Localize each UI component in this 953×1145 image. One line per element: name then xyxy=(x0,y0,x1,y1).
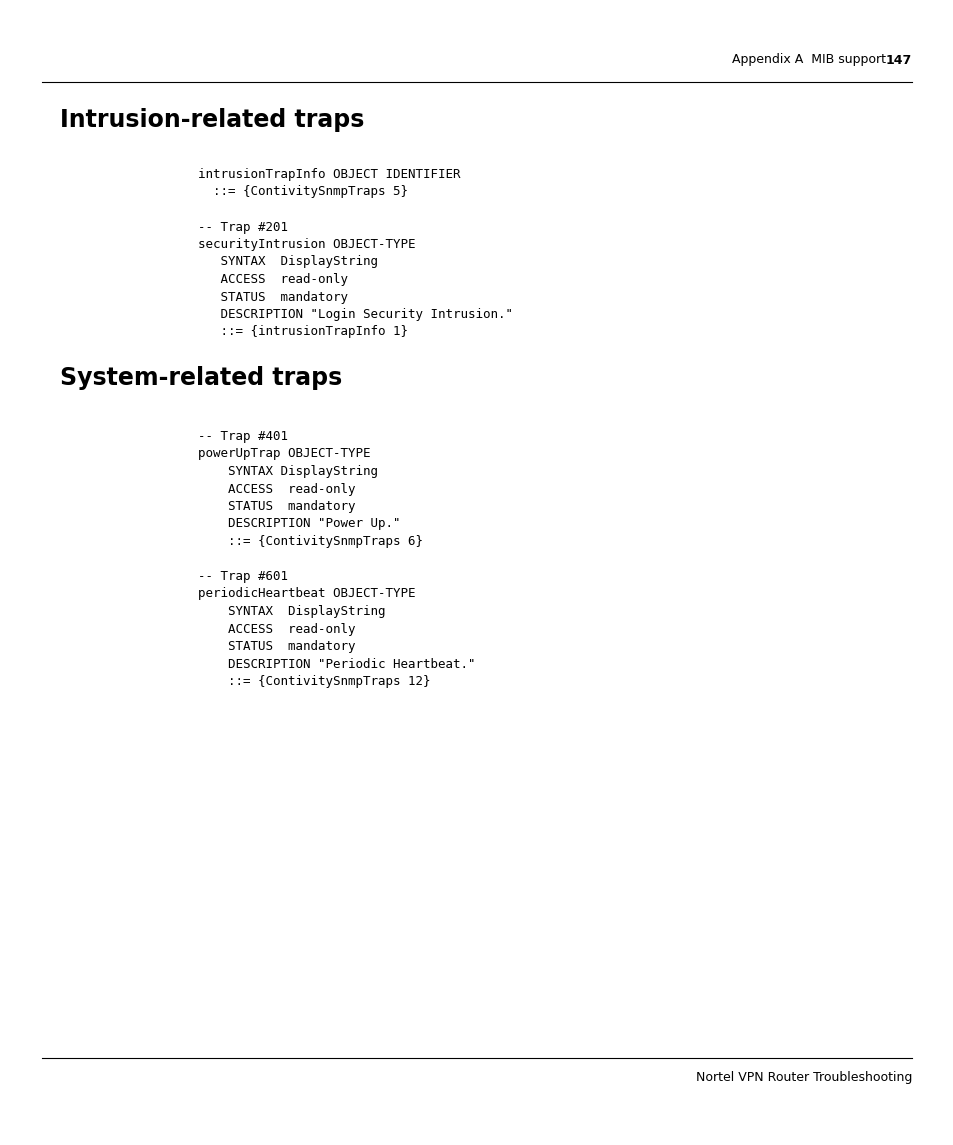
Text: SYNTAX DisplayString: SYNTAX DisplayString xyxy=(198,465,377,477)
Text: DESCRIPTION "Periodic Heartbeat.": DESCRIPTION "Periodic Heartbeat." xyxy=(198,657,475,671)
Text: ::= {intrusionTrapInfo 1}: ::= {intrusionTrapInfo 1} xyxy=(198,325,408,339)
Text: STATUS  mandatory: STATUS mandatory xyxy=(198,640,355,653)
Text: securityIntrusion OBJECT-TYPE: securityIntrusion OBJECT-TYPE xyxy=(198,238,416,251)
Text: Nortel VPN Router Troubleshooting: Nortel VPN Router Troubleshooting xyxy=(695,1072,911,1084)
Text: ::= {ContivitySnmpTraps 12}: ::= {ContivitySnmpTraps 12} xyxy=(198,676,430,688)
Text: STATUS  mandatory: STATUS mandatory xyxy=(198,500,355,513)
Text: DESCRIPTION "Login Security Intrusion.": DESCRIPTION "Login Security Intrusion." xyxy=(198,308,513,321)
Text: SYNTAX  DisplayString: SYNTAX DisplayString xyxy=(198,605,385,618)
Text: ACCESS  read-only: ACCESS read-only xyxy=(198,623,355,635)
Text: DESCRIPTION "Power Up.": DESCRIPTION "Power Up." xyxy=(198,518,400,530)
Text: powerUpTrap OBJECT-TYPE: powerUpTrap OBJECT-TYPE xyxy=(198,448,370,460)
Text: 147: 147 xyxy=(884,54,911,66)
Text: System-related traps: System-related traps xyxy=(60,366,342,390)
Text: -- Trap #401: -- Trap #401 xyxy=(198,431,288,443)
Text: -- Trap #601: -- Trap #601 xyxy=(198,570,288,583)
Text: Appendix A  MIB support: Appendix A MIB support xyxy=(731,54,893,66)
Text: intrusionTrapInfo OBJECT IDENTIFIER: intrusionTrapInfo OBJECT IDENTIFIER xyxy=(198,168,460,181)
Text: periodicHeartbeat OBJECT-TYPE: periodicHeartbeat OBJECT-TYPE xyxy=(198,587,416,600)
Text: Intrusion-related traps: Intrusion-related traps xyxy=(60,108,364,132)
Text: SYNTAX  DisplayString: SYNTAX DisplayString xyxy=(198,255,377,268)
Text: ::= {ContivitySnmpTraps 6}: ::= {ContivitySnmpTraps 6} xyxy=(198,535,422,548)
Text: -- Trap #201: -- Trap #201 xyxy=(198,221,288,234)
Text: ACCESS  read-only: ACCESS read-only xyxy=(198,273,348,286)
Text: ACCESS  read-only: ACCESS read-only xyxy=(198,482,355,496)
Text: STATUS  mandatory: STATUS mandatory xyxy=(198,291,348,303)
Text: ::= {ContivitySnmpTraps 5}: ::= {ContivitySnmpTraps 5} xyxy=(198,185,408,198)
